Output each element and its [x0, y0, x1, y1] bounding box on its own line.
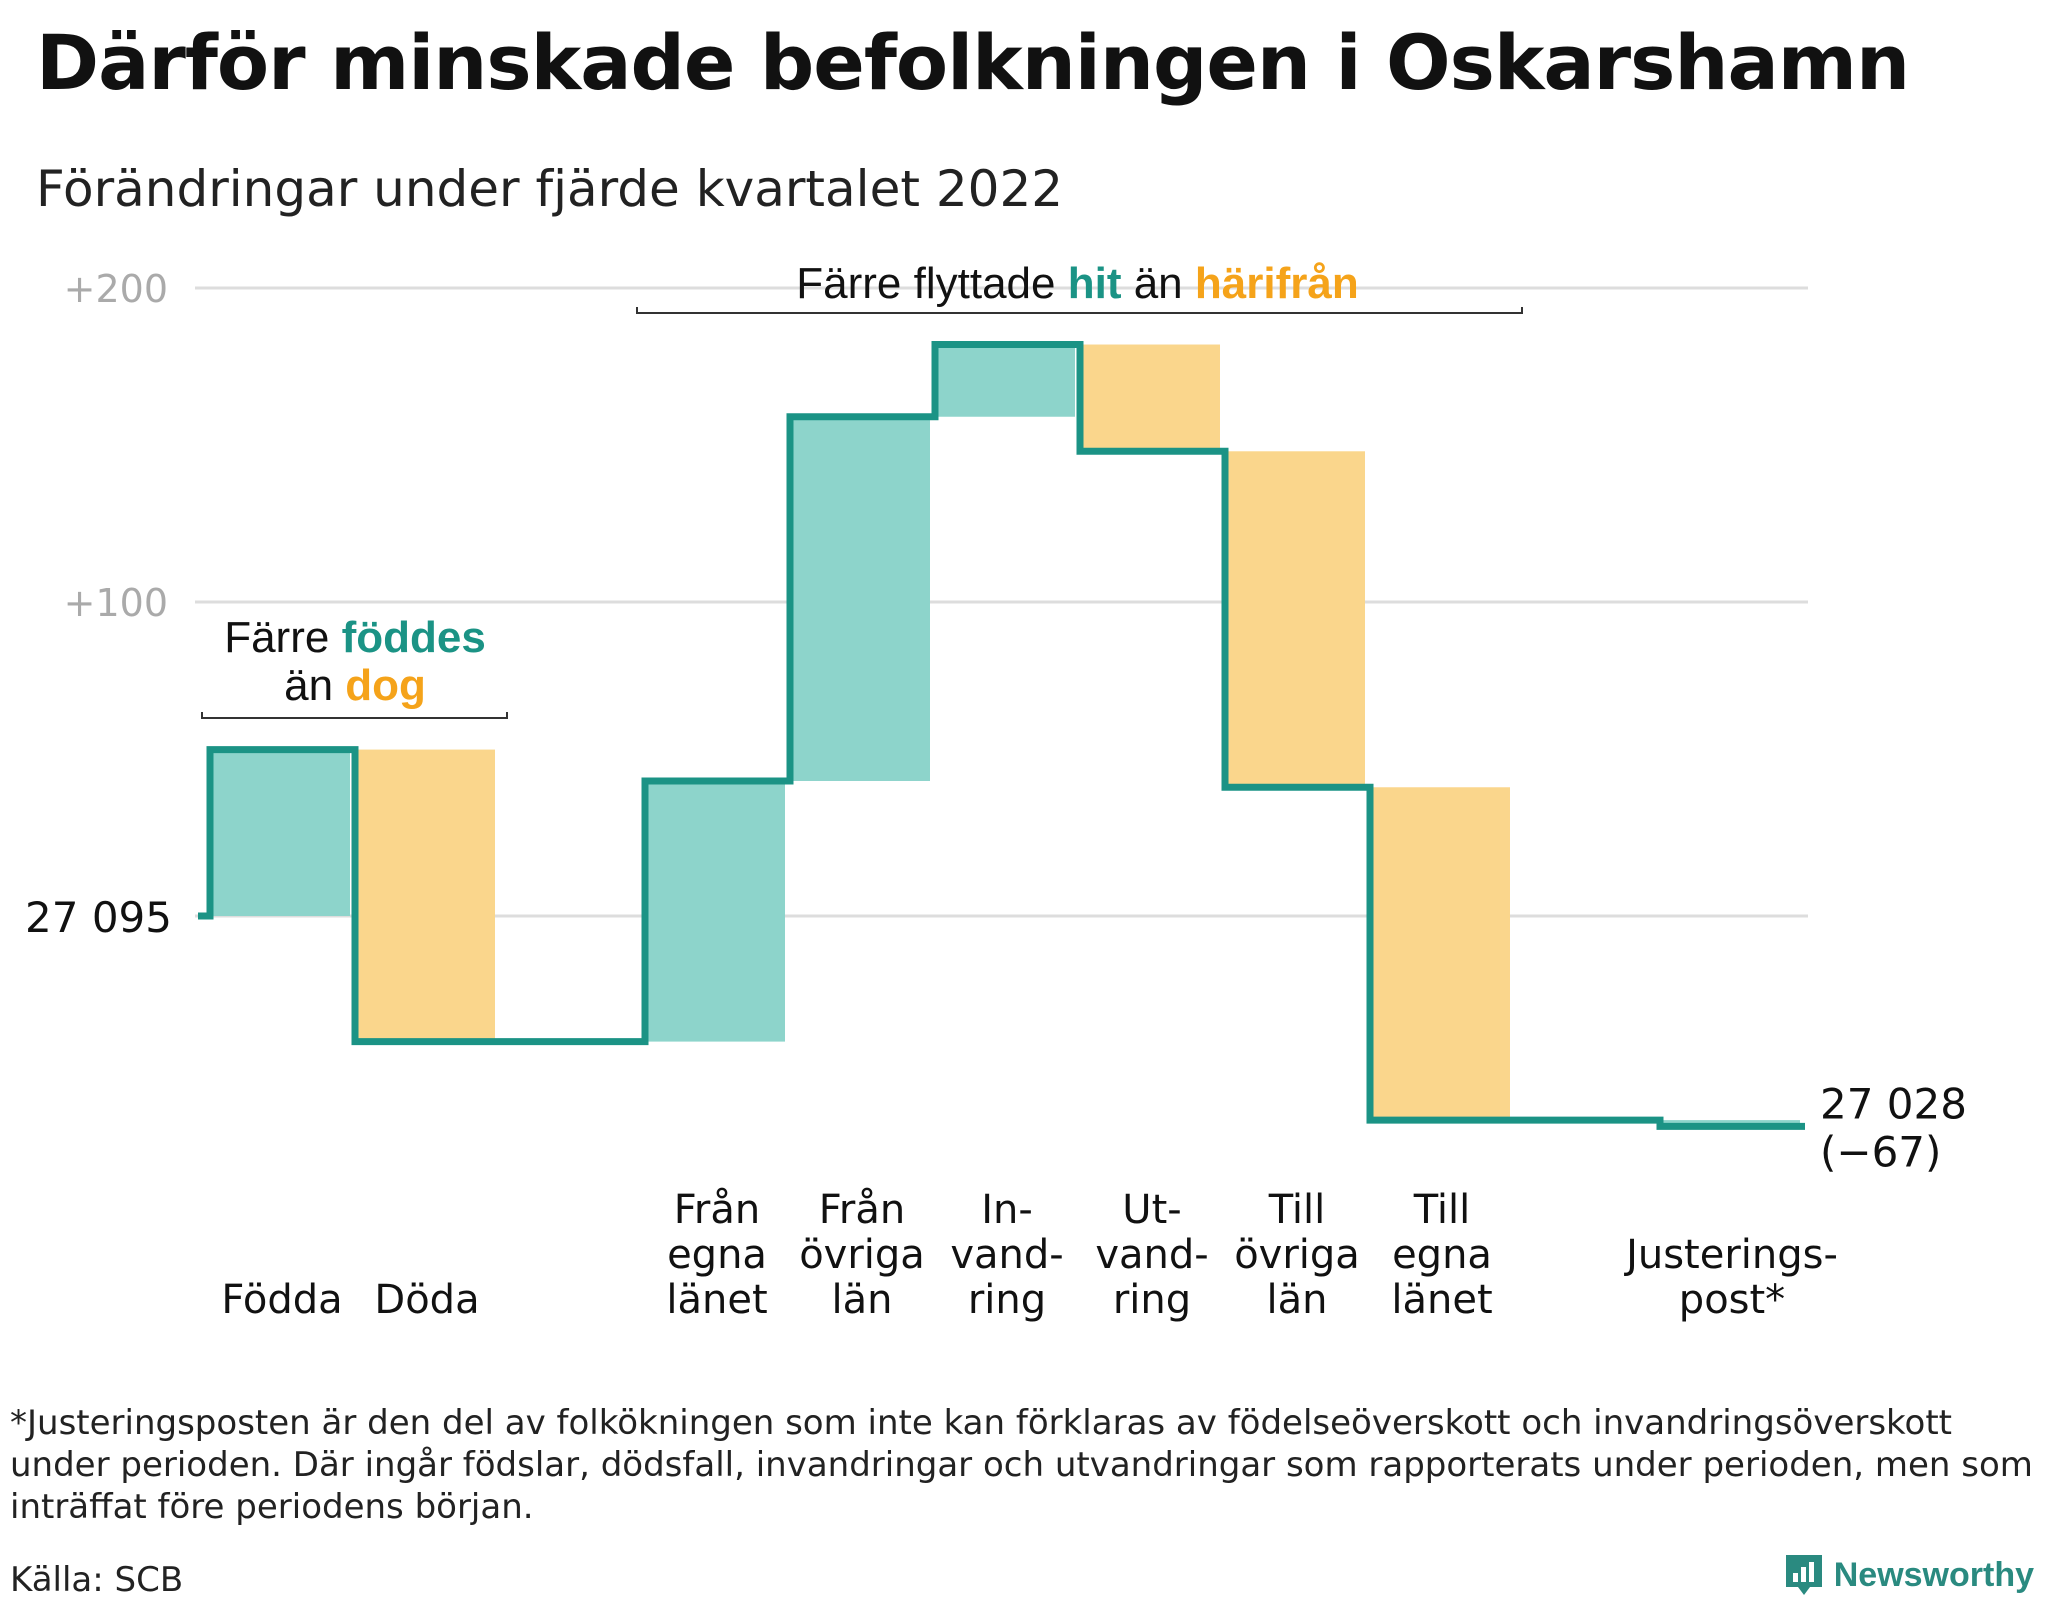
category-label: ring	[1113, 1277, 1191, 1323]
category-label: Från	[819, 1187, 905, 1233]
y-tick-label: +200	[64, 267, 168, 311]
category-label: post*	[1679, 1277, 1785, 1323]
bar-outflow	[1080, 344, 1220, 452]
category-label: Justerings-	[1623, 1232, 1838, 1278]
category-label: länet	[1391, 1277, 1492, 1323]
births-annotation-pre: Färre	[224, 613, 341, 662]
migration-annotation-pre: Färre flyttade	[796, 259, 1067, 308]
category-label: övriga	[799, 1232, 925, 1278]
category-label: egna	[1392, 1232, 1492, 1278]
brand-name: Newsworthy	[1833, 1555, 2034, 1594]
y-tick-label: +100	[64, 581, 168, 625]
bar-inflow	[790, 416, 930, 781]
migration-annotation-mid: än	[1121, 259, 1194, 308]
births-annotation-line1: Färre föddes	[224, 613, 486, 662]
footnote: *Justeringsposten är den del av folkökni…	[10, 1403, 2033, 1527]
category-label: Döda	[374, 1277, 479, 1323]
bar-outflow	[1370, 787, 1510, 1121]
migration-annotation-hi2: härifrån	[1195, 259, 1359, 308]
migration-annotation: Färre flyttade hit än härifrån	[796, 259, 1358, 308]
start-value-label: 27 095	[25, 893, 172, 942]
category-label: Ut-	[1122, 1187, 1181, 1233]
category-label: egna	[667, 1232, 767, 1278]
chart-title: Därför minskade befolkningen i Oskarsham…	[36, 18, 1910, 107]
category-label: övriga	[1234, 1232, 1360, 1278]
source-note: Källa: SCB	[10, 1560, 184, 1600]
bar-inflow	[645, 780, 785, 1042]
category-label: län	[1267, 1277, 1328, 1323]
chart-logo-icon	[1785, 1555, 1822, 1595]
chart-subtitle: Förändringar under fjärde kvartalet 2022	[36, 160, 1064, 218]
category-label: länet	[666, 1277, 767, 1323]
births-annotation-pre2: än	[284, 661, 345, 710]
end-change-label: (−67)	[1820, 1127, 1941, 1176]
category-label: Från	[674, 1187, 760, 1233]
migration-bracket	[636, 307, 1523, 314]
category-label: vand-	[950, 1232, 1063, 1278]
category-label: Födda	[221, 1277, 342, 1323]
births-bracket	[201, 712, 508, 719]
bar-outflow	[1225, 451, 1365, 788]
category-label: vand-	[1095, 1232, 1208, 1278]
newsworthy-logo: Newsworthy	[1784, 1553, 2034, 1597]
births-annotation-line2: än dog	[284, 661, 426, 710]
bar-inflow	[210, 749, 350, 916]
bar-inflow	[935, 344, 1075, 417]
end-value-label: 27 028	[1820, 1079, 1967, 1128]
category-label: ring	[968, 1277, 1046, 1323]
births-annotation-hi: föddes	[342, 613, 486, 662]
cumulative-step-line	[198, 341, 1805, 1130]
category-label: Till	[1268, 1187, 1326, 1233]
migration-annotation-hi: hit	[1068, 259, 1122, 308]
category-label: In-	[981, 1187, 1033, 1233]
category-label: län	[832, 1277, 893, 1323]
births-annotation-hi2: dog	[345, 661, 426, 710]
bar-outflow	[355, 749, 495, 1042]
category-label: Till	[1413, 1187, 1471, 1233]
